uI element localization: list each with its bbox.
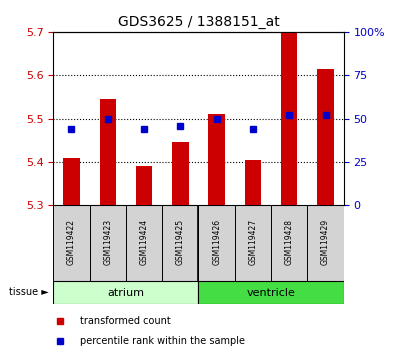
- Bar: [53, 205, 90, 281]
- Text: GSM119422: GSM119422: [67, 219, 76, 265]
- Bar: [136, 166, 152, 205]
- Bar: [307, 205, 344, 281]
- Bar: [100, 99, 116, 205]
- Text: ventricle: ventricle: [246, 288, 295, 298]
- Bar: [199, 205, 235, 281]
- Bar: [209, 114, 225, 205]
- Bar: [90, 205, 126, 281]
- Bar: [281, 32, 297, 205]
- Bar: [245, 160, 261, 205]
- Text: tissue ►: tissue ►: [9, 287, 49, 297]
- Text: atrium: atrium: [107, 288, 145, 298]
- Bar: [53, 281, 199, 304]
- Text: GSM119425: GSM119425: [176, 219, 185, 265]
- Text: GSM119424: GSM119424: [139, 219, 149, 265]
- Text: GSM119428: GSM119428: [285, 219, 294, 265]
- Bar: [235, 205, 271, 281]
- Text: GSM119423: GSM119423: [103, 219, 112, 265]
- Text: GSM119429: GSM119429: [321, 219, 330, 265]
- Bar: [317, 69, 334, 205]
- Bar: [162, 205, 199, 281]
- Text: transformed count: transformed count: [80, 316, 171, 326]
- Bar: [172, 142, 188, 205]
- Bar: [126, 205, 162, 281]
- Text: GSM119427: GSM119427: [248, 219, 258, 265]
- Bar: [63, 158, 80, 205]
- Bar: [271, 205, 307, 281]
- Text: GSM119426: GSM119426: [212, 219, 221, 265]
- Text: percentile rank within the sample: percentile rank within the sample: [80, 336, 245, 346]
- Title: GDS3625 / 1388151_at: GDS3625 / 1388151_at: [118, 16, 279, 29]
- Bar: [199, 281, 344, 304]
